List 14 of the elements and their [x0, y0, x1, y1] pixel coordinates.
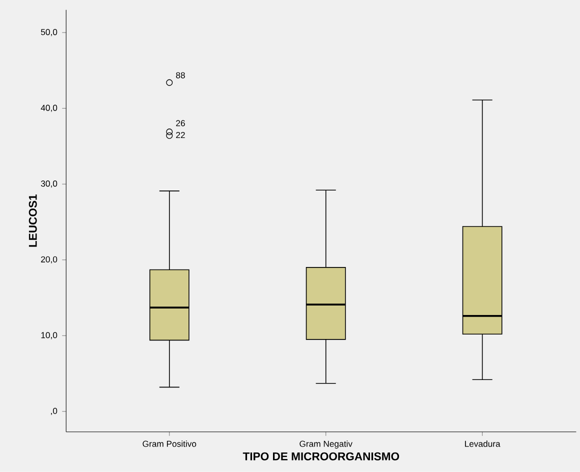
- x-tick-label: Gram Negativ: [300, 440, 352, 449]
- y-axis-title: LEUCOS1: [28, 194, 37, 247]
- x-axis-title: TIPO DE MICROORGANISMO: [242, 452, 400, 460]
- annotation: 26: [176, 120, 185, 126]
- y-tick-label: 50,0: [41, 29, 58, 36]
- x-tick-label: Levadura: [465, 440, 500, 447]
- y-tick-label: 20,0: [41, 256, 58, 264]
- x-tick-label: Gram Positivo: [142, 440, 196, 447]
- y-tick-label: 40,0: [40, 104, 58, 112]
- annotation: 88: [176, 72, 185, 78]
- y-tick-label: 30,0: [40, 180, 58, 188]
- annotation: 22: [176, 132, 185, 138]
- y-tick-label: 10,0: [41, 332, 58, 340]
- y-tick-label: ,0: [51, 408, 58, 416]
